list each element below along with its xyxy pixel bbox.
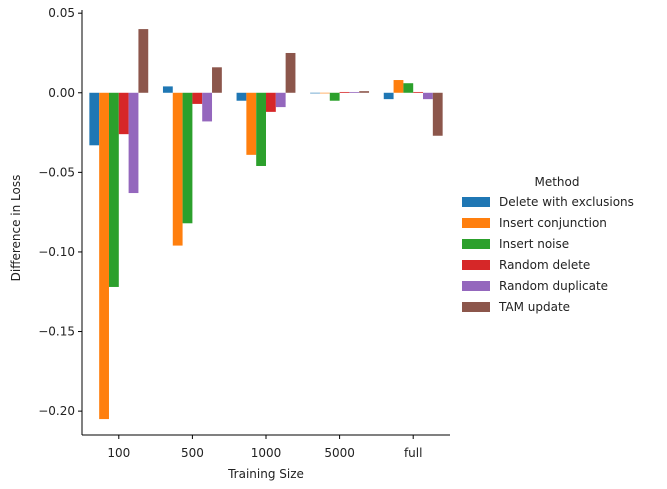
y-tick-label: 0.00 (48, 86, 75, 100)
y-axis-label: Difference in Loss (9, 175, 23, 282)
bar-insert-conjunction-500 (172, 92, 183, 246)
x-axis-label: Training Size (227, 467, 304, 481)
bar-insert-conjunction-full (393, 80, 404, 93)
bar-tam-update-1000 (285, 52, 296, 93)
y-tick-label: −0.20 (38, 404, 75, 418)
x-tick-label: 5000 (324, 446, 355, 460)
ticks-layer: 0.05 0.00 −0.05 −0.10 −0.15 −0.20 100 500 1000 50… (38, 6, 422, 460)
legend-swatch (462, 218, 490, 228)
y-tick-label: −0.05 (38, 165, 75, 179)
bar-random-delete-5000 (339, 91, 350, 93)
bar-insert-noise-5000 (329, 92, 340, 101)
bar-random-delete-500 (192, 92, 203, 104)
bars-layer (89, 29, 443, 420)
legend: Method Delete with exclusions Insert conj… (462, 175, 634, 314)
legend-swatch (462, 260, 490, 270)
legend-entry-label: Random duplicate (499, 279, 608, 293)
bar-tam-update-full (432, 92, 443, 136)
bar-insert-conjunction-1000 (246, 92, 257, 155)
bar-random-duplicate-100 (128, 92, 139, 194)
axes-layer (81, 10, 450, 436)
bar-random-delete-full (413, 91, 424, 93)
bar-insert-noise-100 (108, 92, 119, 287)
bar-delete-with-exclusions-500 (162, 86, 173, 93)
x-tick-label: 500 (181, 446, 204, 460)
legend-entry-label: Insert noise (499, 237, 569, 251)
bar-insert-conjunction-100 (99, 92, 109, 420)
x-tick-label: full (404, 446, 423, 460)
bar-random-duplicate-5000 (349, 91, 360, 93)
legend-swatch (462, 197, 490, 207)
legend-swatch (462, 239, 490, 249)
bar-random-delete-100 (118, 92, 129, 135)
bar-tam-update-500 (212, 67, 222, 93)
bar-delete-with-exclusions-full (383, 92, 394, 100)
bar-insert-conjunction-5000 (319, 92, 330, 94)
legend-entry-label: Insert conjunction (499, 216, 607, 230)
legend-entry-label: TAM update (498, 300, 570, 314)
y-tick-label: −0.15 (38, 325, 75, 339)
bar-random-duplicate-1000 (275, 92, 286, 108)
legend-swatch (462, 281, 490, 291)
bar-tam-update-100 (138, 29, 149, 93)
bar-insert-noise-full (403, 83, 414, 93)
bar-random-duplicate-full (423, 92, 433, 100)
bar-tam-update-5000 (359, 91, 370, 93)
bar-insert-noise-1000 (256, 92, 266, 166)
bar-delete-with-exclusions-100 (89, 92, 100, 146)
legend-swatch (462, 302, 490, 312)
bar-random-delete-1000 (266, 92, 276, 112)
legend-entry-label: Delete with exclusions (499, 195, 634, 209)
bar-insert-noise-500 (182, 92, 193, 224)
bar-delete-with-exclusions-1000 (236, 92, 247, 101)
bar-delete-with-exclusions-5000 (310, 92, 320, 94)
x-tick-label: 100 (107, 446, 130, 460)
y-tick-label: 0.05 (48, 6, 75, 20)
y-tick-label: −0.10 (38, 245, 75, 259)
legend-entry-label: Random delete (499, 258, 590, 272)
legend-title: Method (534, 175, 579, 189)
bar-random-duplicate-500 (202, 92, 213, 122)
x-tick-label: 1000 (251, 446, 282, 460)
